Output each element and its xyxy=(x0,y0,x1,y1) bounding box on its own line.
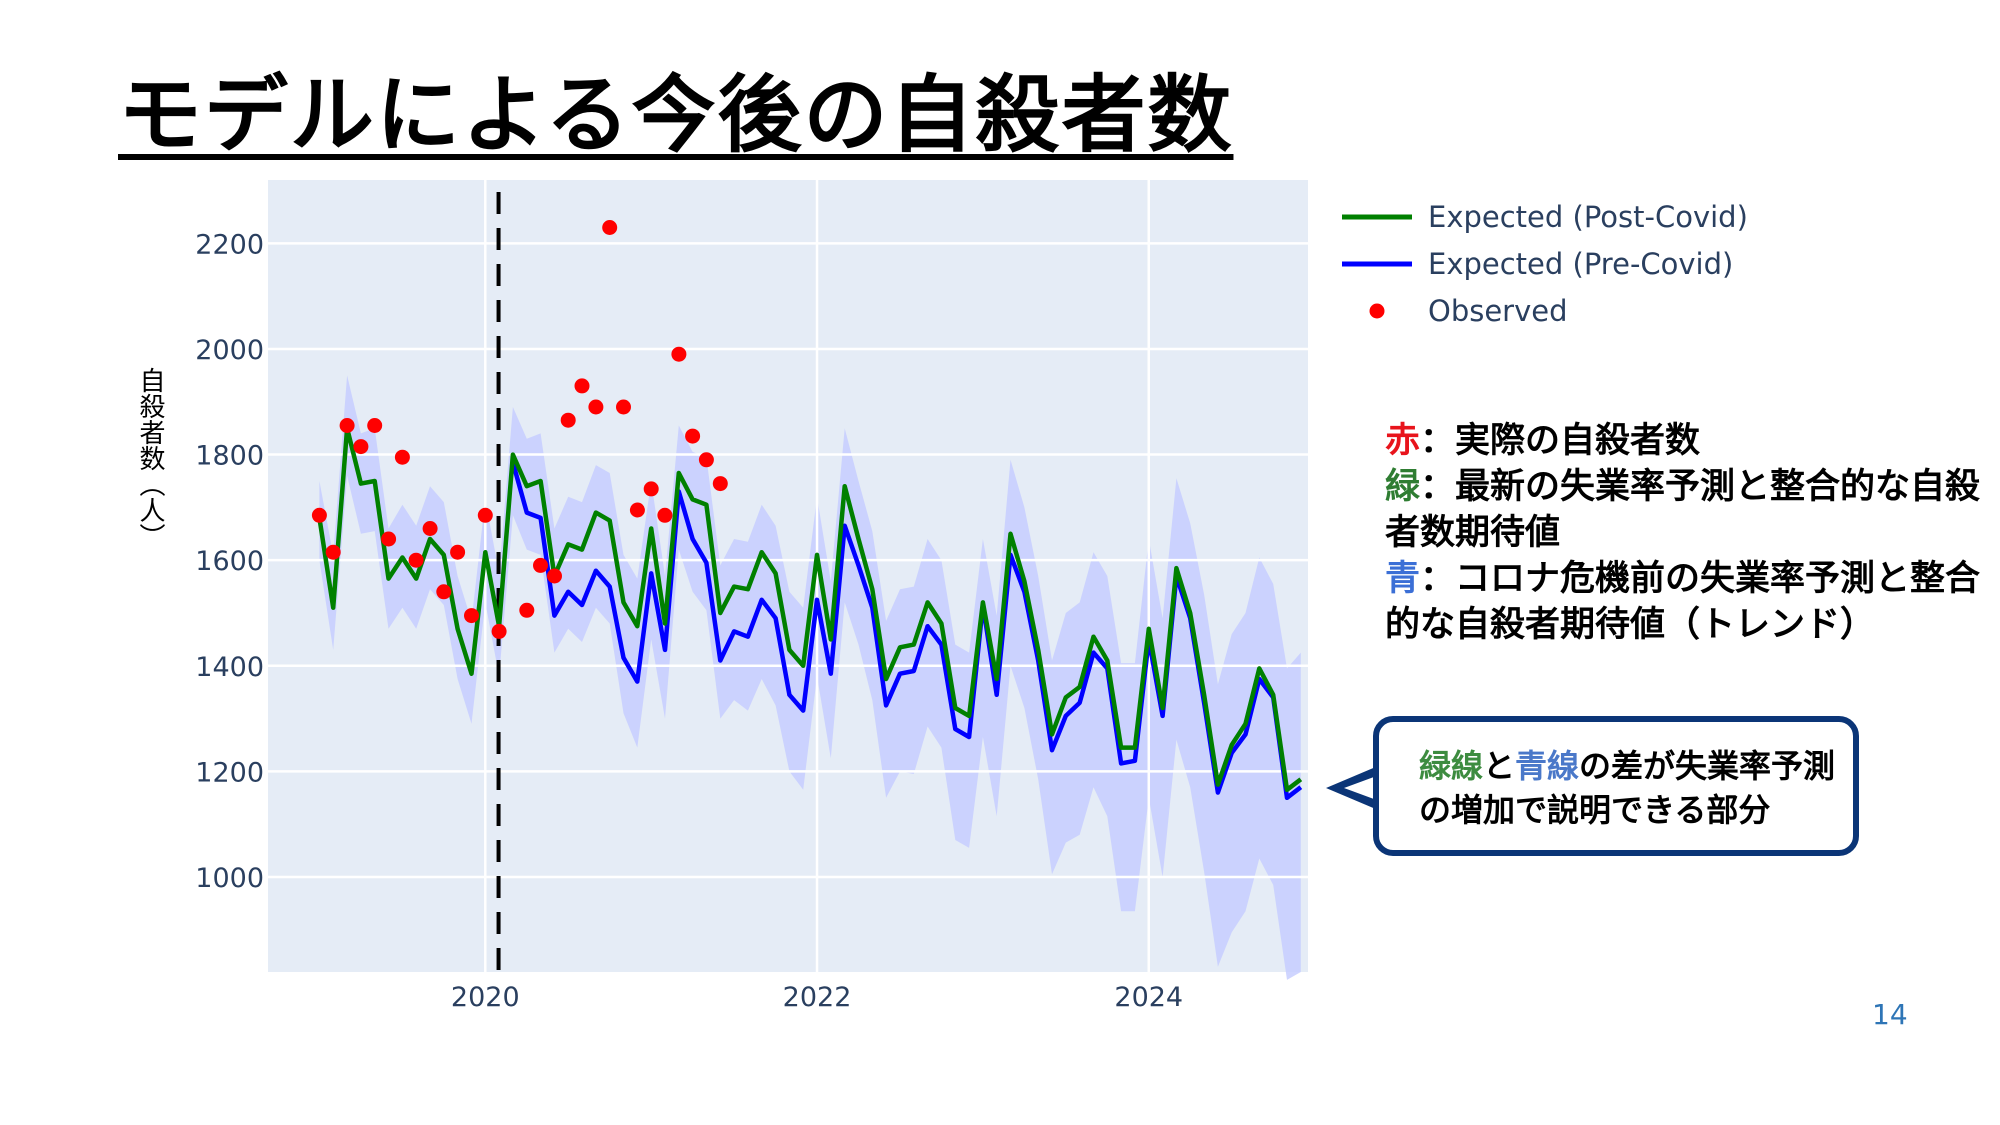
callout-pointer-fill xyxy=(1344,774,1382,802)
callout-text: 緑線と青線の差が失業率予測の増加で説明できる部分 xyxy=(1419,744,1839,832)
legend: Expected (Post-Covid) Expected (Pre-Covid… xyxy=(1342,200,1748,328)
y-tick-labels: 1000 1200 1400 1600 1800 2000 2200 xyxy=(195,229,264,894)
note-blue-sep: ： xyxy=(1420,559,1456,599)
observed-points-layer xyxy=(311,220,728,639)
observed-point xyxy=(325,544,341,560)
observed-point xyxy=(381,531,397,547)
y-tick-label: 2200 xyxy=(195,229,264,260)
observed-point xyxy=(560,412,576,428)
y-tick-label: 1400 xyxy=(195,652,264,683)
callout-blue-word: 青線 xyxy=(1515,747,1580,785)
confidence-band-layer xyxy=(319,375,1301,980)
note-red-sep: ： xyxy=(1420,421,1456,461)
x-tick-label: 2020 xyxy=(451,982,520,1013)
note-green-key: 緑 xyxy=(1385,467,1421,507)
x-tick-label: 2024 xyxy=(1114,982,1183,1013)
observed-point xyxy=(588,399,604,415)
observed-point xyxy=(477,507,493,523)
y-tick-label: 1000 xyxy=(195,863,264,894)
y-tick-label: 1200 xyxy=(195,757,264,788)
observed-point xyxy=(671,346,687,362)
callout-pointer xyxy=(1326,766,1382,810)
y-tick-label: 1800 xyxy=(195,441,264,472)
note-blue-key: 青 xyxy=(1385,559,1421,599)
note-red-key: 赤 xyxy=(1385,421,1421,461)
observed-point xyxy=(422,521,438,536)
x-tick-label: 2022 xyxy=(783,982,852,1013)
observed-point xyxy=(712,476,728,492)
callout-and: と xyxy=(1483,747,1516,785)
observed-point xyxy=(533,557,548,573)
note-green: 緑：最新の失業率予測と整合的な自殺者数期待値 xyxy=(1385,464,1985,556)
x-tick-labels: 2020 2022 2024 xyxy=(451,982,1183,1013)
note-red-text: 実際の自殺者数 xyxy=(1455,421,1701,461)
observed-point xyxy=(394,449,410,465)
observed-point xyxy=(685,428,701,444)
legend-notes: 赤：実際の自殺者数 緑：最新の失業率予測と整合的な自殺者数期待値 青：コロナ危機… xyxy=(1385,418,1985,648)
observed-point xyxy=(408,552,424,568)
y-axis-title: 自殺者数（人） xyxy=(135,367,165,549)
legend-label-1: Expected (Pre-Covid) xyxy=(1428,247,1733,281)
observed-point xyxy=(643,481,659,497)
legend-label-0: Expected (Post-Covid) xyxy=(1428,200,1748,234)
observed-point xyxy=(353,439,369,455)
note-green-sep: ： xyxy=(1420,467,1456,507)
page-number: 14 xyxy=(1872,998,1908,1031)
note-red: 赤：実際の自殺者数 xyxy=(1385,418,1985,464)
observed-point xyxy=(436,584,452,600)
y-tick-label: 1600 xyxy=(195,546,264,577)
observed-point xyxy=(629,502,645,518)
series-layer xyxy=(317,425,1303,801)
observed-point xyxy=(519,602,535,618)
observed-point xyxy=(339,418,355,433)
slide-title: モデルによる今後の自殺者数 xyxy=(118,66,1234,164)
note-green-text: 最新の失業率予測と整合的な自殺者数期待値 xyxy=(1385,467,1981,553)
observed-point xyxy=(547,568,562,584)
callout-rest: の差が失業率予測の増加で説明できる部分 xyxy=(1419,747,1836,829)
legend-label-2: Observed xyxy=(1428,294,1568,328)
callout-box: 緑線と青線の差が失業率予測の増加で説明できる部分 xyxy=(1373,716,1859,856)
observed-point xyxy=(491,623,507,639)
observed-point xyxy=(698,452,714,468)
y-tick-label: 2000 xyxy=(195,335,264,366)
observed-point xyxy=(616,399,631,415)
note-blue: 青：コロナ危機前の失業率予測と整合的な自殺者期待値（トレンド） xyxy=(1385,556,1985,648)
observed-point xyxy=(464,608,479,624)
callout-green-word: 緑線 xyxy=(1419,747,1484,785)
observed-point xyxy=(657,507,673,523)
confidence-band xyxy=(319,375,1301,980)
observed-point xyxy=(367,418,383,433)
observed-point xyxy=(574,378,590,394)
series-line-post-covid xyxy=(317,425,1303,793)
observed-point xyxy=(311,507,327,523)
legend-swatch-observed xyxy=(1369,303,1385,319)
grid-layer xyxy=(268,180,1308,972)
note-blue-text: コロナ危機前の失業率予測と整合的な自殺者期待値（トレンド） xyxy=(1385,559,1981,645)
observed-point xyxy=(450,544,466,560)
observed-point xyxy=(602,220,618,235)
y-axis-label: 自殺者数（人） xyxy=(135,367,165,549)
